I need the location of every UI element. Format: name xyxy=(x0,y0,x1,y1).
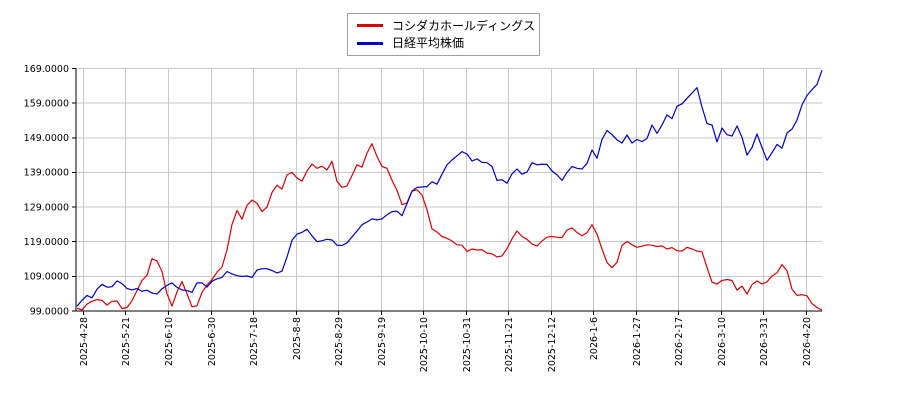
legend-label-koshidaka: コシダカホールディングス xyxy=(392,18,536,33)
koshidaka-line-swatch xyxy=(357,24,383,28)
x-tick-label: 2025-10-10 xyxy=(419,317,430,372)
y-axis-tick-labels: 99.0000 109.0000 119.0000 129.0000 139.0000 1… xyxy=(24,64,69,317)
legend-item-nikkei: 日経平均株価 xyxy=(357,37,539,49)
x-tick-label: 2025-10-31 xyxy=(462,317,473,372)
y-tick-label: 159.0000 xyxy=(24,98,69,109)
legend: コシダカホールディングス 日経平均株価 xyxy=(347,13,540,56)
legend-item-koshidaka: コシダカホールディングス xyxy=(357,20,539,32)
x-tick-label: 2025-6-10 xyxy=(164,317,175,366)
y-tick-label: 149.0000 xyxy=(24,133,69,144)
x-tick-label: 2025-8-29 xyxy=(334,317,345,366)
axes xyxy=(72,68,822,315)
x-tick-label: 2026-1-27 xyxy=(632,317,643,366)
x-tick-label: 2025-6-30 xyxy=(207,317,218,366)
y-tick-label: 129.0000 xyxy=(24,202,69,213)
y-tick-label: 119.0000 xyxy=(24,237,69,248)
series-line-nikkei xyxy=(76,70,823,307)
y-tick-label: 139.0000 xyxy=(24,168,69,179)
x-tick-label: 2025-8-8 xyxy=(292,317,303,360)
x-tick-label: 2026-2-17 xyxy=(674,317,685,366)
x-tick-label: 2025-5-21 xyxy=(121,317,132,366)
y-tick-label: 99.0000 xyxy=(30,306,69,317)
x-tick-label: 2026-3-31 xyxy=(759,317,770,366)
nikkei-line-swatch xyxy=(357,41,383,45)
y-tick-label: 169.0000 xyxy=(24,64,69,75)
x-tick-label: 2026-1-6 xyxy=(589,317,600,360)
x-axis-tick-labels: 2025-4-28 2025-5-21 2025-6-10 2025-6-30 2025… xyxy=(79,317,813,372)
y-tick-label: 109.0000 xyxy=(24,272,69,283)
series-line-koshidaka xyxy=(76,143,823,311)
legend-label-nikkei: 日経平均株価 xyxy=(392,36,465,51)
x-tick-label: 2026-4-20 xyxy=(802,317,813,366)
gridlines xyxy=(76,68,822,311)
x-tick-label: 2025-11-21 xyxy=(504,317,515,372)
x-tick-label: 2025-12-12 xyxy=(547,317,558,372)
x-tick-label: 2025-4-28 xyxy=(79,317,90,366)
x-tick-label: 2025-7-18 xyxy=(249,317,260,366)
x-tick-label: 2026-3-10 xyxy=(717,317,728,366)
x-tick-label: 2025-9-19 xyxy=(377,317,388,366)
